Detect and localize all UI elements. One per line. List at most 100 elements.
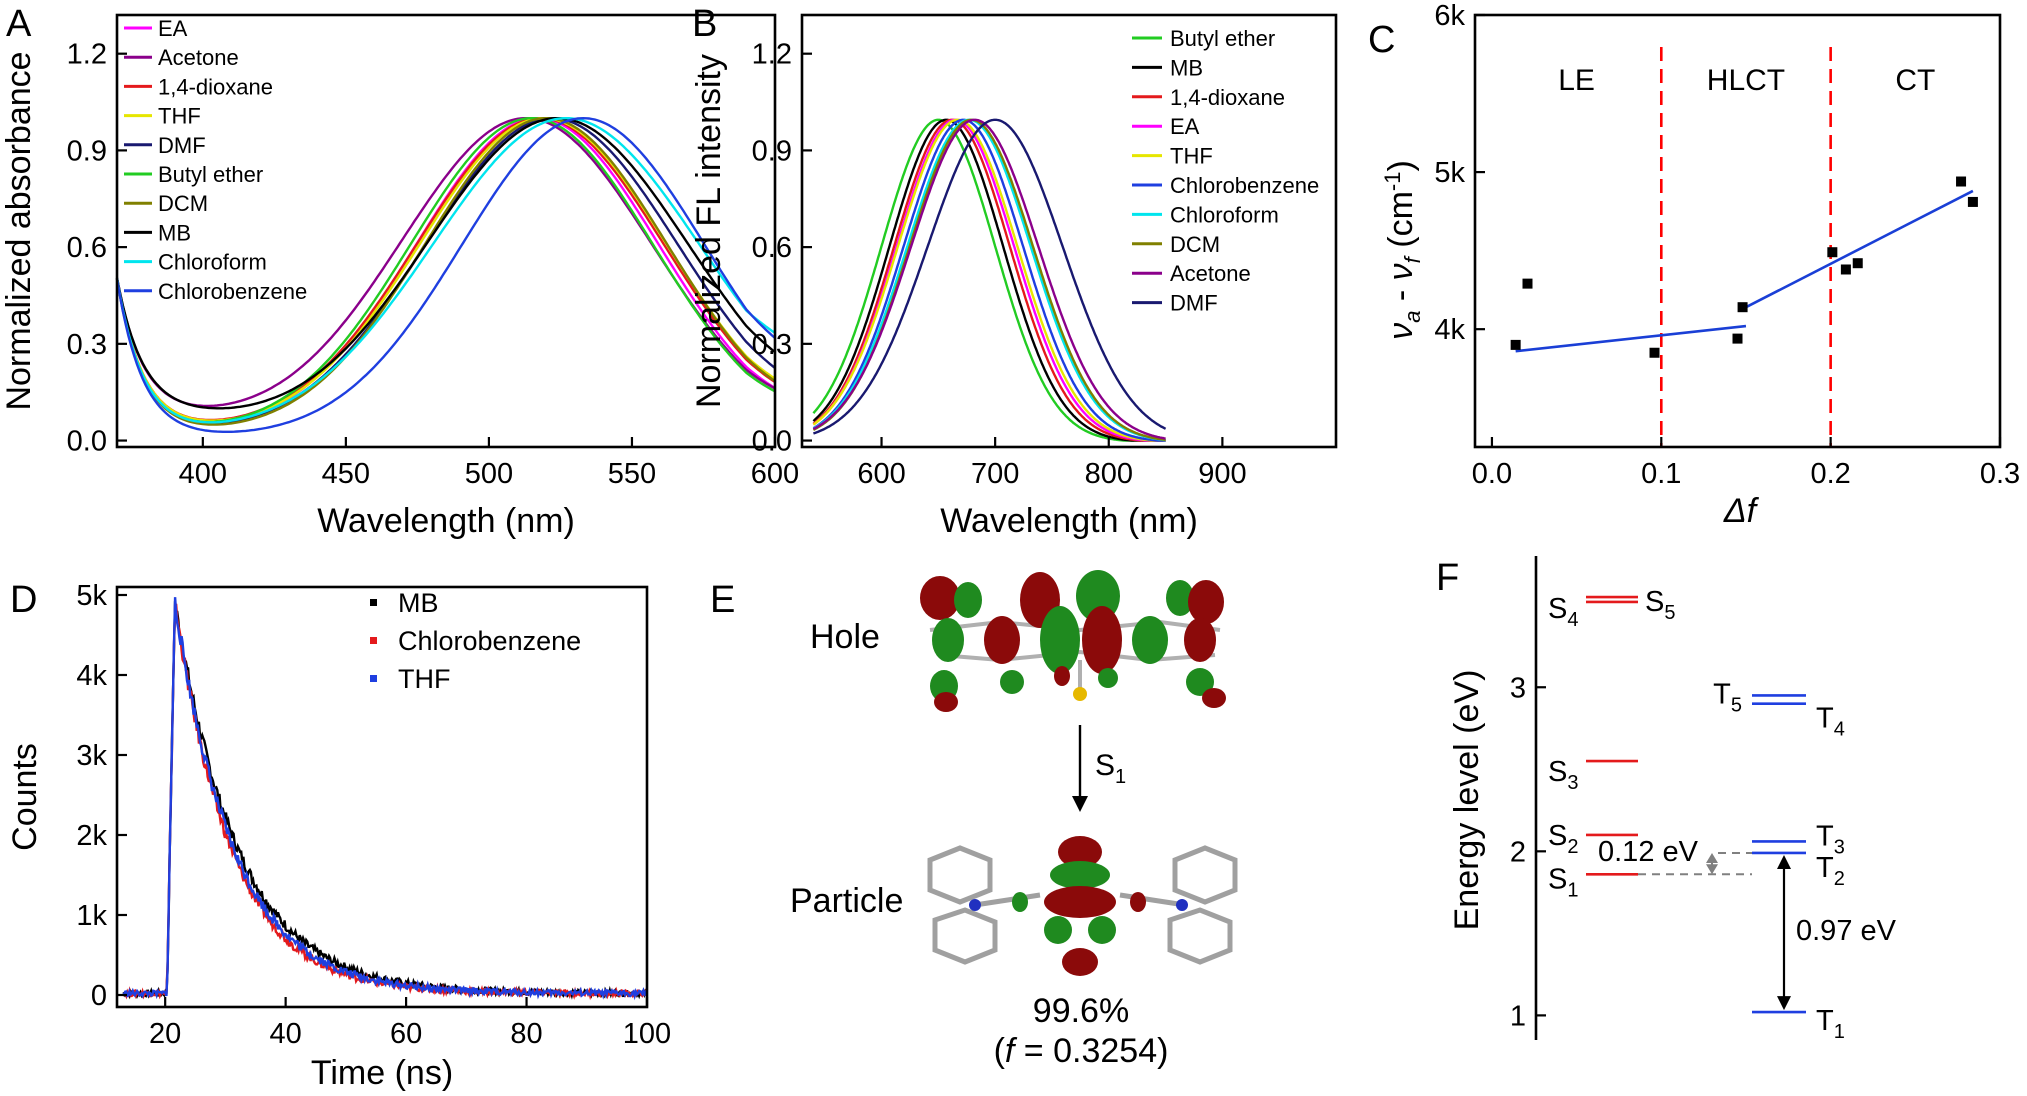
panel-c-ticks: 0.0 0.1 0.2 0.3 4k 5k 6k (1434, 0, 2020, 490)
legend-label: Chloroform (158, 250, 267, 275)
x-tick-label: 900 (1198, 458, 1246, 490)
emission-curve (812, 118, 1166, 442)
gap-arrowhead (1777, 996, 1791, 1011)
ylabel-nu-a: ν (1382, 323, 1420, 340)
panel-label-e: E (710, 579, 735, 621)
particle-label: Particle (790, 882, 903, 920)
state-label: S4 (1548, 593, 1578, 631)
legend-label: Butyl ether (158, 162, 263, 187)
x-tick-label: 450 (322, 458, 370, 490)
state-letter: S (1645, 586, 1664, 618)
legend-label: THF (158, 104, 201, 129)
x-tick-label: 0.1 (1641, 458, 1681, 490)
panel-a-frame (115, 13, 777, 449)
y-tick-label: 0.9 (67, 135, 107, 167)
panel-d-ylabel: Counts (6, 743, 44, 851)
state-letter: S (1548, 863, 1567, 895)
ylabel-minus: - (1382, 280, 1420, 310)
panel-label-d: D (10, 579, 37, 621)
x-tick-label: 0.0 (1472, 458, 1512, 490)
data-point (1967, 196, 1978, 207)
state-subscript: 4 (1567, 609, 1578, 631)
emission-curve (812, 118, 1166, 440)
x-tick-label: 550 (608, 458, 656, 490)
oscillator-strength: (f = 0.3254) (994, 1032, 1169, 1070)
x-tick-label: 500 (465, 458, 513, 490)
legend-label: THF (1170, 144, 1213, 169)
panel-f-ticks: 1 2 3 (1510, 672, 1546, 1032)
legend-label: DMF (1170, 291, 1218, 316)
panel-label-f: F (1436, 557, 1459, 599)
x-tick-label: 800 (1085, 458, 1133, 490)
y-tick-label: 0.6 (67, 232, 107, 264)
legend-label: EA (1170, 114, 1200, 139)
y-tick-label: 1k (76, 900, 107, 932)
panel-c-points (1510, 176, 1978, 358)
x-tick-label: 600 (857, 458, 905, 490)
panel-d-legend: MB Chlorobenzene THF (370, 588, 581, 694)
absorbance-curve (115, 117, 776, 410)
emission-curve (812, 118, 1166, 442)
state-subscript: 1 (1834, 1021, 1845, 1043)
state-label: T5 (1713, 678, 1742, 716)
emission-curve (812, 118, 1166, 442)
y-tick-label: 1 (1510, 1000, 1526, 1032)
emission-curve (812, 118, 1166, 442)
state-subscript: 4 (1834, 719, 1845, 741)
y-tick-label: 3 (1510, 672, 1526, 704)
legend-marker (370, 675, 377, 682)
panel-b-curves (812, 118, 1167, 442)
state-letter: T (1816, 852, 1834, 884)
osc-value: = 0.3254) (1014, 1032, 1168, 1070)
emission-curve (812, 118, 1166, 442)
x-tick-label: 700 (971, 458, 1019, 490)
absorbance-curve (115, 117, 776, 426)
transition-arrowhead (1072, 796, 1088, 812)
region-label: LE (1558, 64, 1595, 97)
gap-arrowhead (1706, 864, 1718, 875)
panel-c-regions: LE HLCT CT (1558, 47, 1935, 447)
data-point (1510, 339, 1521, 350)
state-letter: T (1816, 820, 1834, 852)
state-label: T2 (1816, 852, 1845, 890)
panel-a-ylabel: Normalized absorbance (0, 51, 38, 410)
panel-a-curves (115, 116, 776, 433)
x-tick-label: 600 (751, 458, 799, 490)
data-point (1737, 302, 1748, 313)
data-point (1852, 258, 1863, 269)
region-label: HLCT (1707, 64, 1785, 97)
state-letter: S (1548, 593, 1567, 625)
legend-label: DCM (158, 191, 208, 216)
decay-curve (122, 597, 648, 1001)
y-tick-label: 5k (76, 580, 107, 612)
absorbance-curve (115, 117, 776, 424)
panel-d-curves (121, 597, 648, 1001)
hole-label: Hole (810, 618, 880, 656)
state-label: S5 (1645, 586, 1675, 624)
transition-percent: 99.6% (1033, 992, 1129, 1030)
legend-label: Acetone (1170, 261, 1251, 286)
legend-label: 1,4-dioxane (1170, 85, 1285, 110)
legend-label: Chlorobenzene (1170, 173, 1319, 198)
region-label: CT (1895, 64, 1935, 97)
data-point (1522, 278, 1533, 289)
panel-f-ylabel: Energy level (eV) (1448, 670, 1486, 931)
linear-fit (1745, 189, 1974, 309)
panel-b: 600 700 800 900 0.0 0.3 0.6 0.9 1.2 Wavelength (… (690, 13, 1338, 540)
x-tick-label: 100 (623, 1018, 671, 1050)
x-tick-label: 0.2 (1810, 458, 1850, 490)
y-tick-label: 1.2 (67, 39, 107, 71)
transition-label: S1 (1095, 749, 1126, 788)
y-tick-label: 6k (1434, 0, 1465, 32)
panel-e: Hole Particle (790, 570, 1238, 1070)
y-tick-label: 0.3 (67, 329, 107, 361)
linear-fit (1515, 324, 1747, 353)
legend-label: DCM (1170, 232, 1220, 257)
state-subscript: 1 (1567, 879, 1578, 901)
x-tick-label: 60 (390, 1018, 422, 1050)
panel-d-xlabel: Time (ns) (311, 1054, 453, 1092)
y-tick-label: 2 (1510, 836, 1526, 868)
